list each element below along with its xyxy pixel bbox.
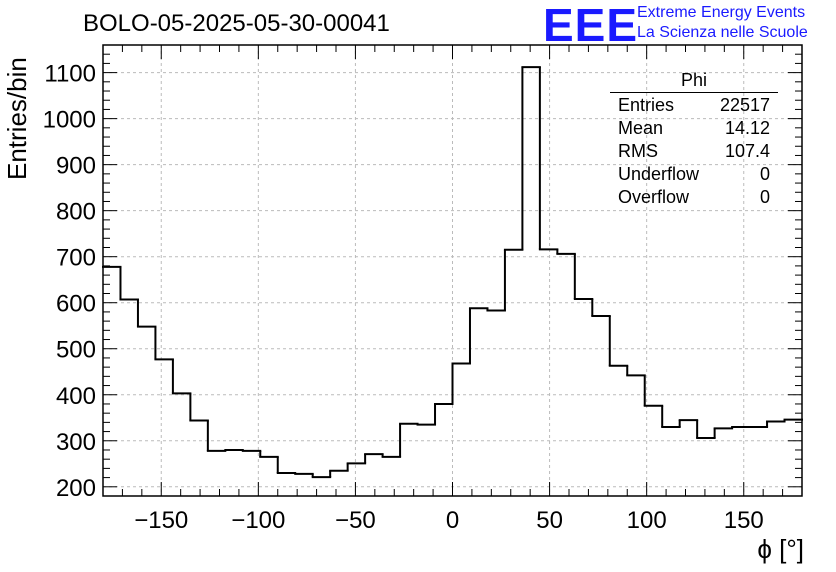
x-tick-label: 150 xyxy=(724,507,764,534)
x-tick-label: 0 xyxy=(446,507,459,534)
stats-label: Entries xyxy=(618,95,675,115)
stats-label: Overflow xyxy=(618,187,690,207)
stats-value: 22517 xyxy=(719,95,770,115)
y-tick-label: 800 xyxy=(56,199,96,226)
stats-row-mean: Mean 14.12 xyxy=(610,117,778,140)
stats-row-entries: Entries 22517 xyxy=(610,94,778,117)
tick-labels: −150 −100 −50 0 50 100 150 200 300 400 500 600 700 80… xyxy=(43,61,764,534)
stats-value: 0 xyxy=(759,187,770,207)
x-tick-label: 50 xyxy=(536,507,563,534)
y-tick-label: 900 xyxy=(56,153,96,180)
eee-logo: EEE xyxy=(543,0,639,51)
stats-title: Phi xyxy=(610,70,778,93)
stats-row-underflow: Underflow 0 xyxy=(610,163,778,186)
stats-box: Phi Entries 22517 Mean 14.12 RMS 107.4 U… xyxy=(610,70,778,209)
stats-value: 14.12 xyxy=(724,118,770,138)
stats-label: Underflow xyxy=(618,164,700,184)
y-tick-label: 1100 xyxy=(44,61,96,88)
axis-ticks xyxy=(102,44,803,497)
y-tick-label: 200 xyxy=(56,475,96,502)
y-tick-label: 700 xyxy=(56,245,96,272)
x-tick-label: −50 xyxy=(335,507,376,534)
x-tick-label: −150 xyxy=(134,507,188,534)
stats-row-overflow: Overflow 0 xyxy=(610,186,778,209)
stats-label: RMS xyxy=(618,141,658,161)
logo-line-1: Extreme Energy Events xyxy=(637,4,806,21)
y-tick-label: 600 xyxy=(56,291,96,318)
stats-row-rms: RMS 107.4 xyxy=(610,140,778,163)
x-axis-label: ϕ [°] xyxy=(757,534,804,564)
histogram-bins xyxy=(102,66,803,479)
y-tick-label: 1000 xyxy=(43,107,96,134)
x-tick-label: 100 xyxy=(627,507,667,534)
y-tick-label: 500 xyxy=(56,337,96,364)
stats-value: 0 xyxy=(759,164,770,184)
y-tick-label: 300 xyxy=(56,429,96,456)
chart-title: BOLO-05-2025-05-30-00041 xyxy=(83,10,390,37)
y-axis-label: Entries/bin xyxy=(2,57,32,180)
stats-label: Mean xyxy=(618,118,664,138)
y-tick-label: 400 xyxy=(56,383,96,410)
stats-value: 107.4 xyxy=(724,141,770,161)
grid-lines xyxy=(103,45,802,496)
x-tick-label: −100 xyxy=(231,507,285,534)
logo-line-2: La Scienza nelle Scuole xyxy=(637,24,808,41)
